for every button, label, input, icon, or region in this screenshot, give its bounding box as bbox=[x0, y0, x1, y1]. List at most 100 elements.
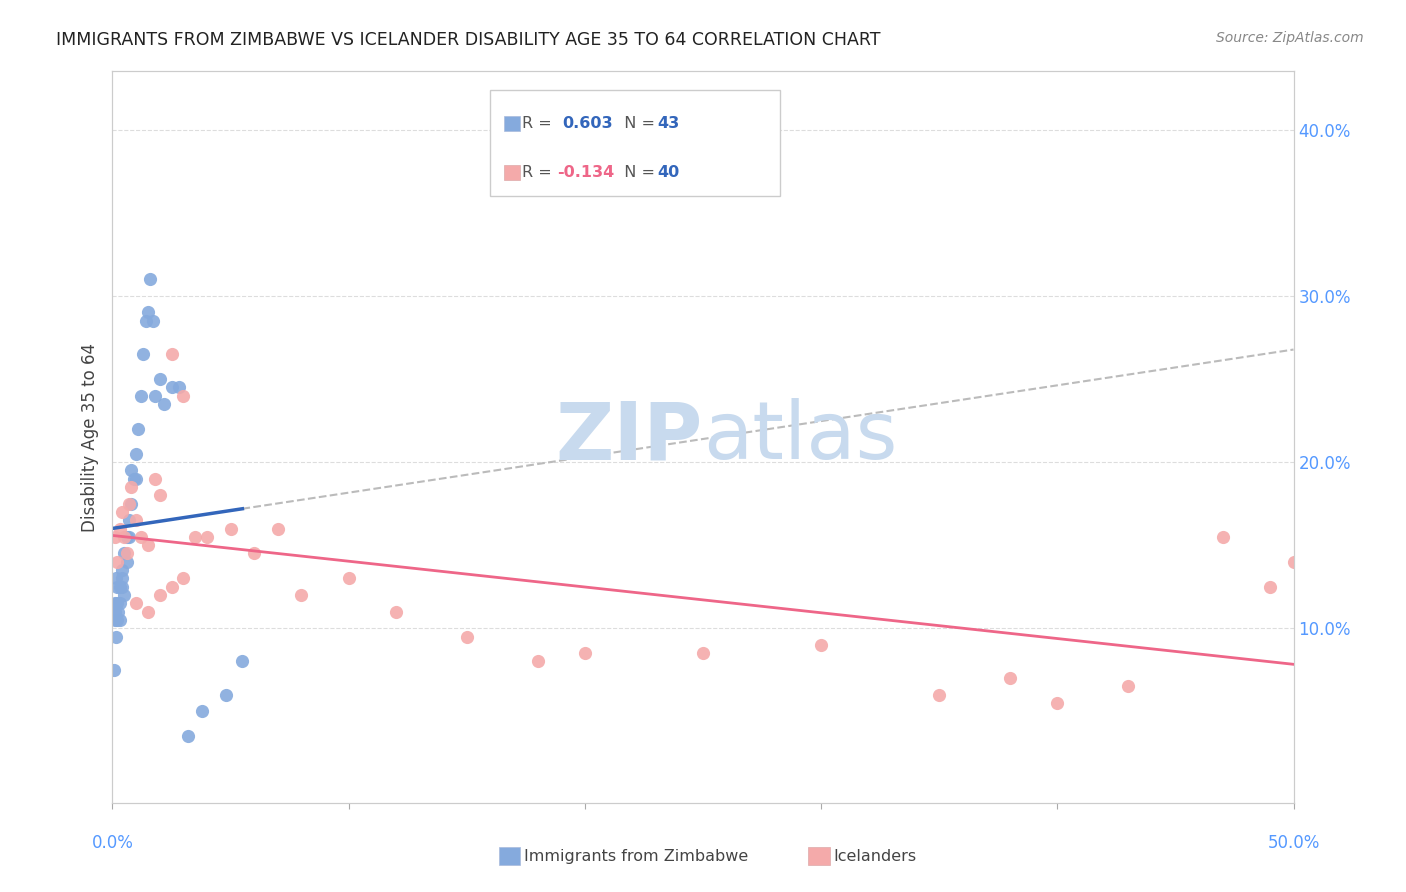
Text: Icelanders: Icelanders bbox=[834, 849, 917, 863]
Point bbox=[172, 388, 194, 402]
Text: atlas: atlas bbox=[703, 398, 897, 476]
Point bbox=[167, 380, 190, 394]
Point bbox=[1212, 530, 1234, 544]
Text: 0.603: 0.603 bbox=[562, 116, 613, 131]
Point bbox=[125, 513, 148, 527]
Point bbox=[125, 447, 148, 461]
Text: 43: 43 bbox=[658, 116, 679, 131]
Point bbox=[111, 571, 134, 585]
Text: Source: ZipAtlas.com: Source: ZipAtlas.com bbox=[1216, 31, 1364, 45]
Point bbox=[105, 613, 128, 627]
Point bbox=[104, 530, 127, 544]
Point bbox=[574, 646, 596, 660]
Point bbox=[111, 580, 134, 594]
Point bbox=[105, 596, 128, 610]
Point bbox=[105, 630, 128, 644]
Point bbox=[290, 588, 312, 602]
Point bbox=[184, 530, 207, 544]
Point bbox=[105, 580, 128, 594]
Point bbox=[231, 655, 253, 669]
Point bbox=[115, 546, 138, 560]
Point bbox=[191, 705, 214, 719]
Point bbox=[456, 630, 478, 644]
Point bbox=[172, 571, 194, 585]
Text: ZIP: ZIP bbox=[555, 398, 703, 476]
Point bbox=[143, 388, 166, 402]
Point bbox=[385, 605, 408, 619]
Point bbox=[160, 580, 183, 594]
Point bbox=[108, 613, 131, 627]
Text: 50.0%: 50.0% bbox=[1267, 834, 1320, 852]
Point bbox=[136, 305, 159, 319]
Point bbox=[219, 521, 242, 535]
Point bbox=[111, 563, 134, 577]
Text: IMMIGRANTS FROM ZIMBABWE VS ICELANDER DISABILITY AGE 35 TO 64 CORRELATION CHART: IMMIGRANTS FROM ZIMBABWE VS ICELANDER DI… bbox=[56, 31, 880, 49]
Point bbox=[998, 671, 1021, 685]
Text: 40: 40 bbox=[658, 165, 679, 180]
Point bbox=[136, 605, 159, 619]
Point bbox=[153, 397, 176, 411]
Point bbox=[125, 472, 148, 486]
Point bbox=[103, 663, 125, 677]
Point bbox=[118, 497, 141, 511]
Point bbox=[149, 588, 172, 602]
Point bbox=[143, 472, 166, 486]
Point bbox=[195, 530, 218, 544]
Point bbox=[107, 605, 129, 619]
Point bbox=[135, 314, 157, 328]
Point bbox=[108, 521, 131, 535]
Text: N =: N = bbox=[614, 116, 659, 131]
Y-axis label: Disability Age 35 to 64: Disability Age 35 to 64 bbox=[80, 343, 98, 532]
Point bbox=[105, 571, 128, 585]
Point bbox=[120, 480, 142, 494]
Point bbox=[267, 521, 290, 535]
Point bbox=[112, 546, 135, 560]
Text: -0.134: -0.134 bbox=[558, 165, 614, 180]
Point bbox=[127, 422, 149, 436]
Point bbox=[928, 688, 950, 702]
Point bbox=[115, 555, 138, 569]
Point bbox=[243, 546, 266, 560]
Point bbox=[118, 530, 141, 544]
Point bbox=[160, 347, 183, 361]
Point bbox=[105, 555, 128, 569]
Point bbox=[120, 497, 142, 511]
Point bbox=[215, 688, 238, 702]
Point bbox=[104, 596, 127, 610]
Point bbox=[337, 571, 360, 585]
Point bbox=[1046, 696, 1069, 710]
Point bbox=[142, 314, 165, 328]
Point bbox=[111, 505, 134, 519]
Point bbox=[160, 380, 183, 394]
Point bbox=[108, 580, 131, 594]
Point bbox=[122, 472, 145, 486]
Point bbox=[810, 638, 832, 652]
Point bbox=[1258, 580, 1281, 594]
Point bbox=[149, 372, 172, 386]
Point bbox=[136, 538, 159, 552]
Text: N =: N = bbox=[614, 165, 659, 180]
Point bbox=[112, 530, 135, 544]
Text: R =: R = bbox=[523, 116, 557, 131]
Point bbox=[108, 596, 131, 610]
Point bbox=[112, 588, 135, 602]
Point bbox=[115, 530, 138, 544]
Point bbox=[526, 655, 548, 669]
Text: 0.0%: 0.0% bbox=[91, 834, 134, 852]
Point bbox=[125, 596, 148, 610]
Text: R =: R = bbox=[523, 165, 557, 180]
Point bbox=[120, 463, 142, 477]
Text: Immigrants from Zimbabwe: Immigrants from Zimbabwe bbox=[524, 849, 748, 863]
Point bbox=[129, 530, 152, 544]
Point bbox=[177, 729, 200, 743]
Point bbox=[139, 272, 162, 286]
Point bbox=[1116, 680, 1139, 694]
Point bbox=[149, 488, 172, 502]
Point bbox=[132, 347, 155, 361]
Point bbox=[1282, 555, 1305, 569]
Point bbox=[104, 605, 127, 619]
Point bbox=[129, 388, 152, 402]
Point bbox=[692, 646, 714, 660]
Point bbox=[118, 513, 141, 527]
Point bbox=[104, 613, 127, 627]
